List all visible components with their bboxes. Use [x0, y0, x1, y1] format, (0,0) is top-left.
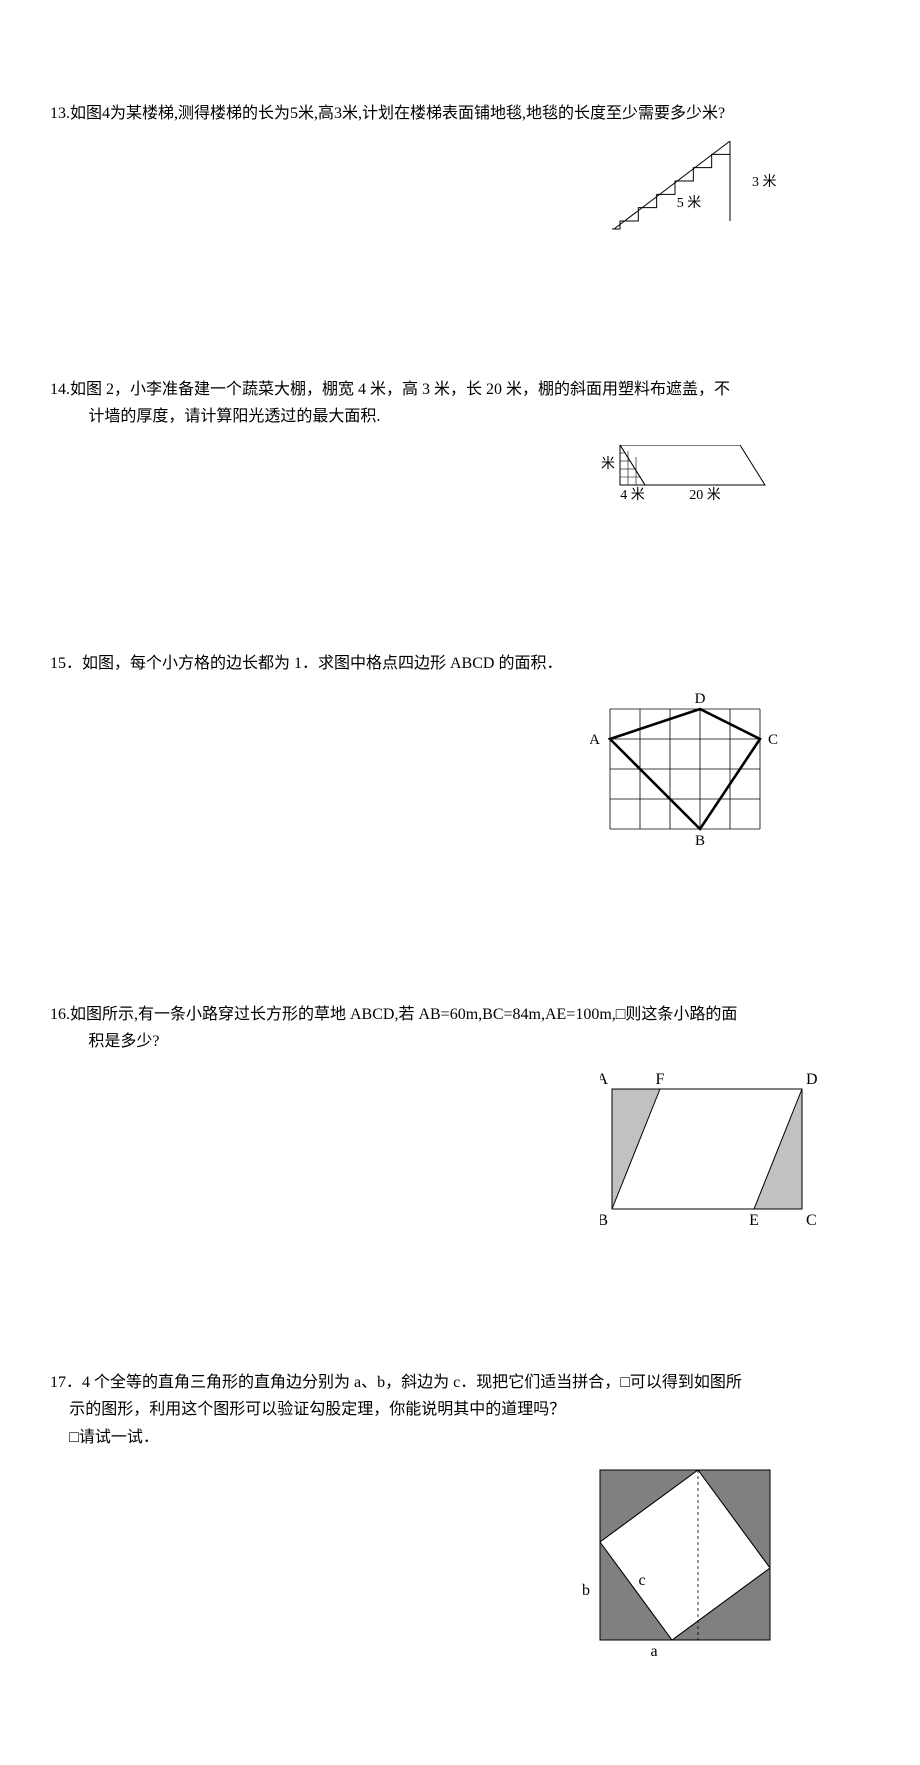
problem-14: 14.如图 2，小李准备建一个蔬菜大棚，棚宽 4 米，高 3 米，长 20 米，… — [50, 376, 870, 509]
p14-l1: 14.如图 2，小李准备建一个蔬菜大棚，棚宽 4 米，高 3 米，长 20 米，… — [50, 381, 730, 398]
problem-16-text: 16.如图所示,有一条小路穿过长方形的草地 ABCD,若 AB=60m,BC=8… — [50, 1001, 870, 1055]
svg-text:C: C — [768, 732, 778, 748]
p17-l3: □请试一试． — [50, 1424, 159, 1451]
svg-text:4 米: 4 米 — [620, 487, 645, 503]
svg-text:20 米: 20 米 — [689, 487, 721, 503]
figure-stairs: 5 米 3 米 — [610, 141, 790, 236]
figure-14-wrap: 3 米 4 米 20 米 — [50, 445, 870, 510]
figure-15-wrap: A B C D — [50, 691, 870, 861]
p17-l1: 17．4 个全等的直角三角形的直角边分别为 a、b，斜边为 c．现把它们适当拼合… — [50, 1374, 742, 1391]
figure-grid: A B C D — [590, 691, 790, 861]
figure-rectpath: A F D B E C — [600, 1069, 820, 1229]
figure-16-wrap: A F D B E C — [50, 1069, 870, 1229]
svg-text:3 米: 3 米 — [600, 456, 615, 472]
p14-l2: 计墙的厚度，请计算阳光透过的最大面积. — [50, 403, 380, 430]
p16-l2: 积是多少? — [50, 1028, 160, 1055]
svg-text:E: E — [749, 1212, 759, 1229]
svg-text:B: B — [695, 833, 705, 849]
svg-text:B: B — [600, 1212, 608, 1229]
svg-text:c: c — [638, 1572, 645, 1589]
svg-text:D: D — [806, 1071, 818, 1088]
svg-text:A: A — [590, 732, 600, 748]
svg-text:A: A — [600, 1071, 608, 1088]
problem-15-text: 15．如图，每个小方格的边长都为 1．求图中格点四边形 ABCD 的面积． — [50, 650, 870, 677]
svg-text:b: b — [582, 1582, 590, 1599]
problem-13: 13.如图4为某楼梯,测得楼梯的长为5米,高3米,计划在楼梯表面铺地毯,地毯的长… — [50, 100, 870, 236]
figure-13-wrap: 5 米 3 米 — [50, 141, 870, 236]
p16-l1: 16.如图所示,有一条小路穿过长方形的草地 ABCD,若 AB=60m,BC=8… — [50, 1006, 737, 1023]
problem-14-text: 14.如图 2，小李准备建一个蔬菜大棚，棚宽 4 米，高 3 米，长 20 米，… — [50, 376, 870, 430]
p17-l2: 示的图形，利用这个图形可以验证勾股定理，你能说明其中的道理吗？ — [50, 1396, 565, 1423]
svg-text:C: C — [806, 1212, 817, 1229]
svg-text:5 米: 5 米 — [677, 195, 702, 211]
problem-15: 15．如图，每个小方格的边长都为 1．求图中格点四边形 ABCD 的面积． A B… — [50, 650, 870, 861]
svg-text:3 米: 3 米 — [752, 174, 777, 190]
svg-text:F: F — [656, 1071, 665, 1088]
svg-text:D: D — [695, 691, 706, 707]
figure-17-wrap: b c a — [50, 1465, 870, 1665]
figure-greenhouse: 3 米 4 米 20 米 — [600, 445, 790, 510]
problem-13-text: 13.如图4为某楼梯,测得楼梯的长为5米,高3米,计划在楼梯表面铺地毯,地毯的长… — [50, 100, 870, 127]
problem-16: 16.如图所示,有一条小路穿过长方形的草地 ABCD,若 AB=60m,BC=8… — [50, 1001, 870, 1229]
svg-text:a: a — [650, 1643, 657, 1660]
figure-pyth: b c a — [580, 1465, 790, 1665]
problem-17-text: 17．4 个全等的直角三角形的直角边分别为 a、b，斜边为 c．现把它们适当拼合… — [50, 1369, 870, 1451]
problem-17: 17．4 个全等的直角三角形的直角边分别为 a、b，斜边为 c．现把它们适当拼合… — [50, 1369, 870, 1665]
